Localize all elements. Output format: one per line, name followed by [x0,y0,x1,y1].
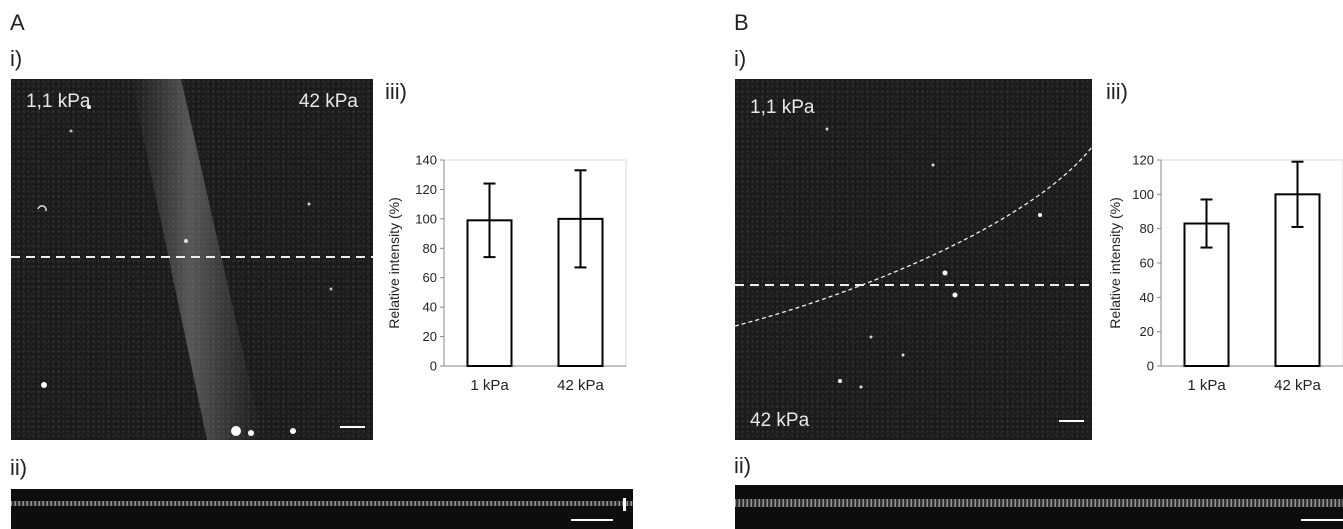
cross-section-strip-a [11,489,633,529]
cross-section-line-b [735,499,1343,507]
cross-section-line-a [11,501,633,506]
micrograph-b-texture [735,79,1092,440]
y-tick-label: 80 [1140,221,1154,236]
micrograph-b: 1,1 kPa 42 kPa [735,79,1092,440]
y-tick-label: 140 [415,153,437,168]
micrograph-b-features [735,127,1092,389]
bar-chart-a: 0 20 40 60 80 100 120 140 Relative intensity (%)… [386,153,627,394]
micrograph-a-features [11,79,373,440]
y-tick-label: 100 [1132,187,1154,202]
strip-b-scalebar [1301,519,1343,521]
bar-chart-b: 0 20 40 60 80 100 120 Relative intensity (%) 1 k… [1107,153,1343,394]
panel-a-sub-iii: iii) [385,79,407,104]
cross-section-strip-b [735,485,1343,529]
micrograph-b-scalebar [1059,420,1084,422]
y-tick-label: 0 [1147,359,1154,374]
y-tick-label: 80 [423,241,437,256]
y-tick-label: 20 [423,329,437,344]
micrograph-a: 1,1 kPa 42 kPa [11,79,373,440]
panel-b-sub-ii: ii) [734,453,752,478]
strip-a-vertical-scalebar [623,498,626,511]
y-tick-label: 60 [1140,256,1154,271]
panel-b-sub-i: i) [734,46,747,71]
y-tick-label: 120 [415,182,437,197]
panel-a-sub-ii: ii) [10,455,28,480]
micrograph-b-label-top: 1,1 kPa [750,97,815,118]
y-tick-label: 100 [415,211,437,226]
micrograph-a-scalebar [340,426,365,428]
y-tick-label: 0 [430,359,437,374]
y-tick-label: 40 [423,300,437,315]
panel-letter-b: B [734,10,749,35]
x-tick-label: 42 kPa [1274,377,1321,394]
y-axis-label: Relative intensity (%) [386,197,402,329]
panel-b-sub-iii: iii) [1106,79,1128,104]
dashed-curve-b [735,146,1092,327]
y-tick-label: 20 [1140,324,1154,339]
panel-a-sub-i: i) [10,46,23,71]
interface-band-a [131,79,263,440]
micrograph-b-label-bottom: 42 kPa [750,410,810,431]
x-tick-label: 42 kPa [557,377,604,394]
strip-a-scalebar [571,519,613,521]
micrograph-a-label-left: 1,1 kPa [26,91,91,112]
y-tick-label: 120 [1132,153,1154,168]
micrograph-a-label-right: 42 kPa [298,91,358,112]
y-tick-label: 60 [423,270,437,285]
y-axis-label: Relative intensity (%) [1107,197,1123,329]
bar [1274,193,1321,368]
y-tick-label: 40 [1140,290,1154,305]
x-tick-label: 1 kPa [1187,377,1226,394]
panel-letter-a: A [10,10,25,35]
x-tick-label: 1 kPa [470,377,509,394]
